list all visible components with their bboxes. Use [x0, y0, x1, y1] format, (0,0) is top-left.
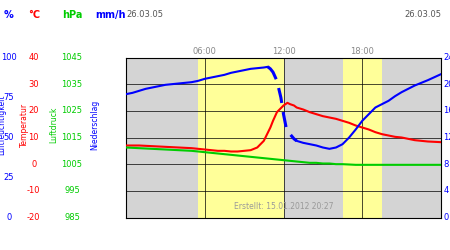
Text: 0: 0: [443, 213, 449, 222]
Text: 75: 75: [4, 93, 14, 102]
Text: 1005: 1005: [62, 160, 82, 169]
Text: -10: -10: [27, 186, 40, 195]
Text: -20: -20: [27, 213, 40, 222]
Text: 40: 40: [28, 53, 39, 62]
Text: Luftdruck: Luftdruck: [50, 107, 58, 143]
Text: 1015: 1015: [62, 133, 82, 142]
Text: 100: 100: [1, 53, 17, 62]
Text: 20: 20: [28, 106, 39, 115]
Text: hPa: hPa: [62, 10, 82, 20]
Text: 30: 30: [28, 80, 39, 89]
Text: 50: 50: [4, 133, 14, 142]
Text: 25: 25: [4, 173, 14, 182]
Text: 1035: 1035: [62, 80, 82, 89]
Text: Luftfeuchtigkeit: Luftfeuchtigkeit: [0, 95, 6, 155]
Text: mm/h: mm/h: [95, 10, 126, 20]
Bar: [198, 58, 284, 218]
Text: 1045: 1045: [62, 53, 82, 62]
Text: 16: 16: [443, 106, 450, 115]
Text: 985: 985: [64, 213, 80, 222]
Text: 12: 12: [443, 133, 450, 142]
Text: 26.03.05: 26.03.05: [404, 10, 441, 19]
Text: 24: 24: [443, 53, 450, 62]
Text: 20: 20: [443, 80, 450, 89]
Text: 26.03.05: 26.03.05: [126, 10, 163, 19]
Text: °C: °C: [28, 10, 40, 20]
Text: 8: 8: [443, 160, 449, 169]
Text: 995: 995: [64, 186, 80, 195]
Text: Niederschlag: Niederschlag: [90, 100, 99, 150]
Text: 4: 4: [443, 186, 449, 195]
Bar: [342, 58, 382, 218]
Text: 0: 0: [6, 213, 12, 222]
Text: 10: 10: [28, 133, 39, 142]
Text: Erstellt: 15.01.2012 20:27: Erstellt: 15.01.2012 20:27: [234, 202, 333, 211]
Text: 1025: 1025: [62, 106, 82, 115]
Text: 0: 0: [31, 160, 36, 169]
Text: Temperatur: Temperatur: [20, 103, 29, 147]
Text: %: %: [4, 10, 14, 20]
